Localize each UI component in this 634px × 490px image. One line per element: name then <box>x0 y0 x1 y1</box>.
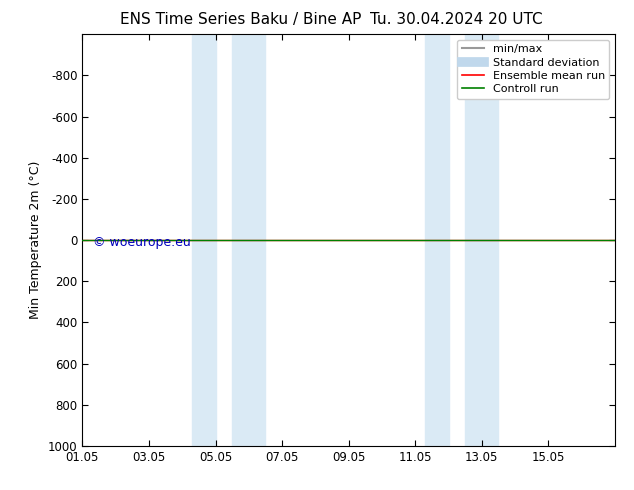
Bar <box>192 34 216 446</box>
Y-axis label: Min Temperature 2m (°C): Min Temperature 2m (°C) <box>29 161 42 319</box>
Bar <box>465 34 498 446</box>
Text: © woeurope.eu: © woeurope.eu <box>93 236 191 248</box>
Legend: min/max, Standard deviation, Ensemble mean run, Controll run: min/max, Standard deviation, Ensemble me… <box>457 40 609 99</box>
Bar <box>425 34 449 446</box>
Text: ENS Time Series Baku / Bine AP: ENS Time Series Baku / Bine AP <box>120 12 361 27</box>
Text: Tu. 30.04.2024 20 UTC: Tu. 30.04.2024 20 UTC <box>370 12 543 27</box>
Bar <box>232 34 266 446</box>
